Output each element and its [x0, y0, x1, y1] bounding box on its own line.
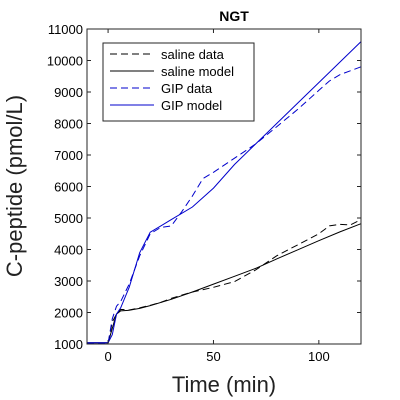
legend-entries: saline data saline model GIP data GIP model — [110, 47, 234, 113]
y-tick-label: 3000 — [54, 274, 83, 289]
y-tick-label: 1000 — [54, 337, 83, 352]
y-tick-label: 10000 — [47, 54, 83, 69]
x-tick-label: 100 — [308, 349, 330, 364]
y-tick-label: 9000 — [54, 85, 83, 100]
series-layer — [86, 41, 362, 344]
x-tick-label: 0 — [104, 349, 111, 364]
y-tick-label: 8000 — [54, 117, 83, 132]
series-line-gip-data — [87, 66, 362, 344]
y-tick-label: 2000 — [54, 306, 83, 321]
tick-layer: 0 50 100 1000 2000 3000 4000 5000 6000 7000 8000 90… — [47, 22, 361, 364]
y-tick-label: 7000 — [54, 148, 83, 163]
legend-label-saline-data: saline data — [161, 47, 225, 62]
y-tick-label: 5000 — [54, 211, 83, 226]
legend-label-gip-data: GIP data — [161, 81, 213, 96]
x-tick-label: 50 — [206, 349, 220, 364]
y-tick-label: 11000 — [48, 22, 83, 37]
y-tick-label: 6000 — [54, 180, 83, 195]
legend-box — [102, 42, 255, 122]
x-axis-label: Time (min) — [172, 372, 276, 397]
series-line-gip-model — [87, 41, 362, 344]
y-tick-label: 4000 — [54, 243, 83, 258]
y-axis-label: C-peptide (pmol/L) — [2, 95, 27, 277]
legend: saline data saline model GIP data GIP model — [102, 42, 255, 122]
legend-label-saline-model: saline model — [161, 64, 234, 79]
legend-label-gip-model: GIP model — [161, 98, 222, 113]
chart-title: NGT — [219, 8, 249, 24]
